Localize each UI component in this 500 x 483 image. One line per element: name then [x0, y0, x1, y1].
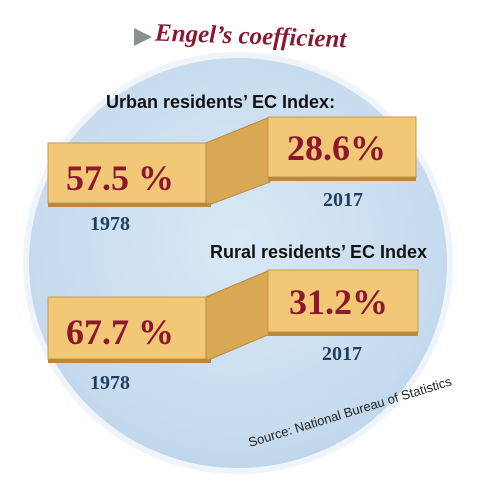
urban-year-1978: 1978 — [90, 213, 130, 235]
urban-1978-box — [47, 142, 212, 204]
rural-1978-box — [47, 296, 212, 360]
urban-ribbon — [47, 116, 417, 207]
urban-year-2017: 2017 — [323, 189, 363, 211]
rural-heading: Rural residents’ EC Index — [210, 242, 427, 262]
rural-1978-shadow — [48, 359, 211, 363]
urban-value-2017: 28.6% — [287, 128, 386, 168]
rural-year-2017: 2017 — [322, 343, 362, 365]
rural-ribbon — [47, 269, 419, 363]
urban-1978-shadow — [48, 203, 211, 207]
triangle-pointer-icon — [134, 28, 152, 46]
urban-value-1978: 57.5 % — [66, 158, 174, 198]
title: Engel’s coefficient — [154, 19, 348, 53]
urban-2017-box — [267, 116, 417, 178]
rural-year-1978: 1978 — [90, 372, 130, 394]
urban-2017-shadow — [268, 177, 416, 181]
urban-connector — [205, 116, 271, 207]
rural-value-1978: 67.7 % — [66, 312, 174, 352]
rural-2017-shadow — [268, 332, 418, 336]
rural-value-2017: 31.2% — [289, 282, 388, 322]
urban-heading: Urban residents’ EC Index: — [106, 92, 335, 112]
